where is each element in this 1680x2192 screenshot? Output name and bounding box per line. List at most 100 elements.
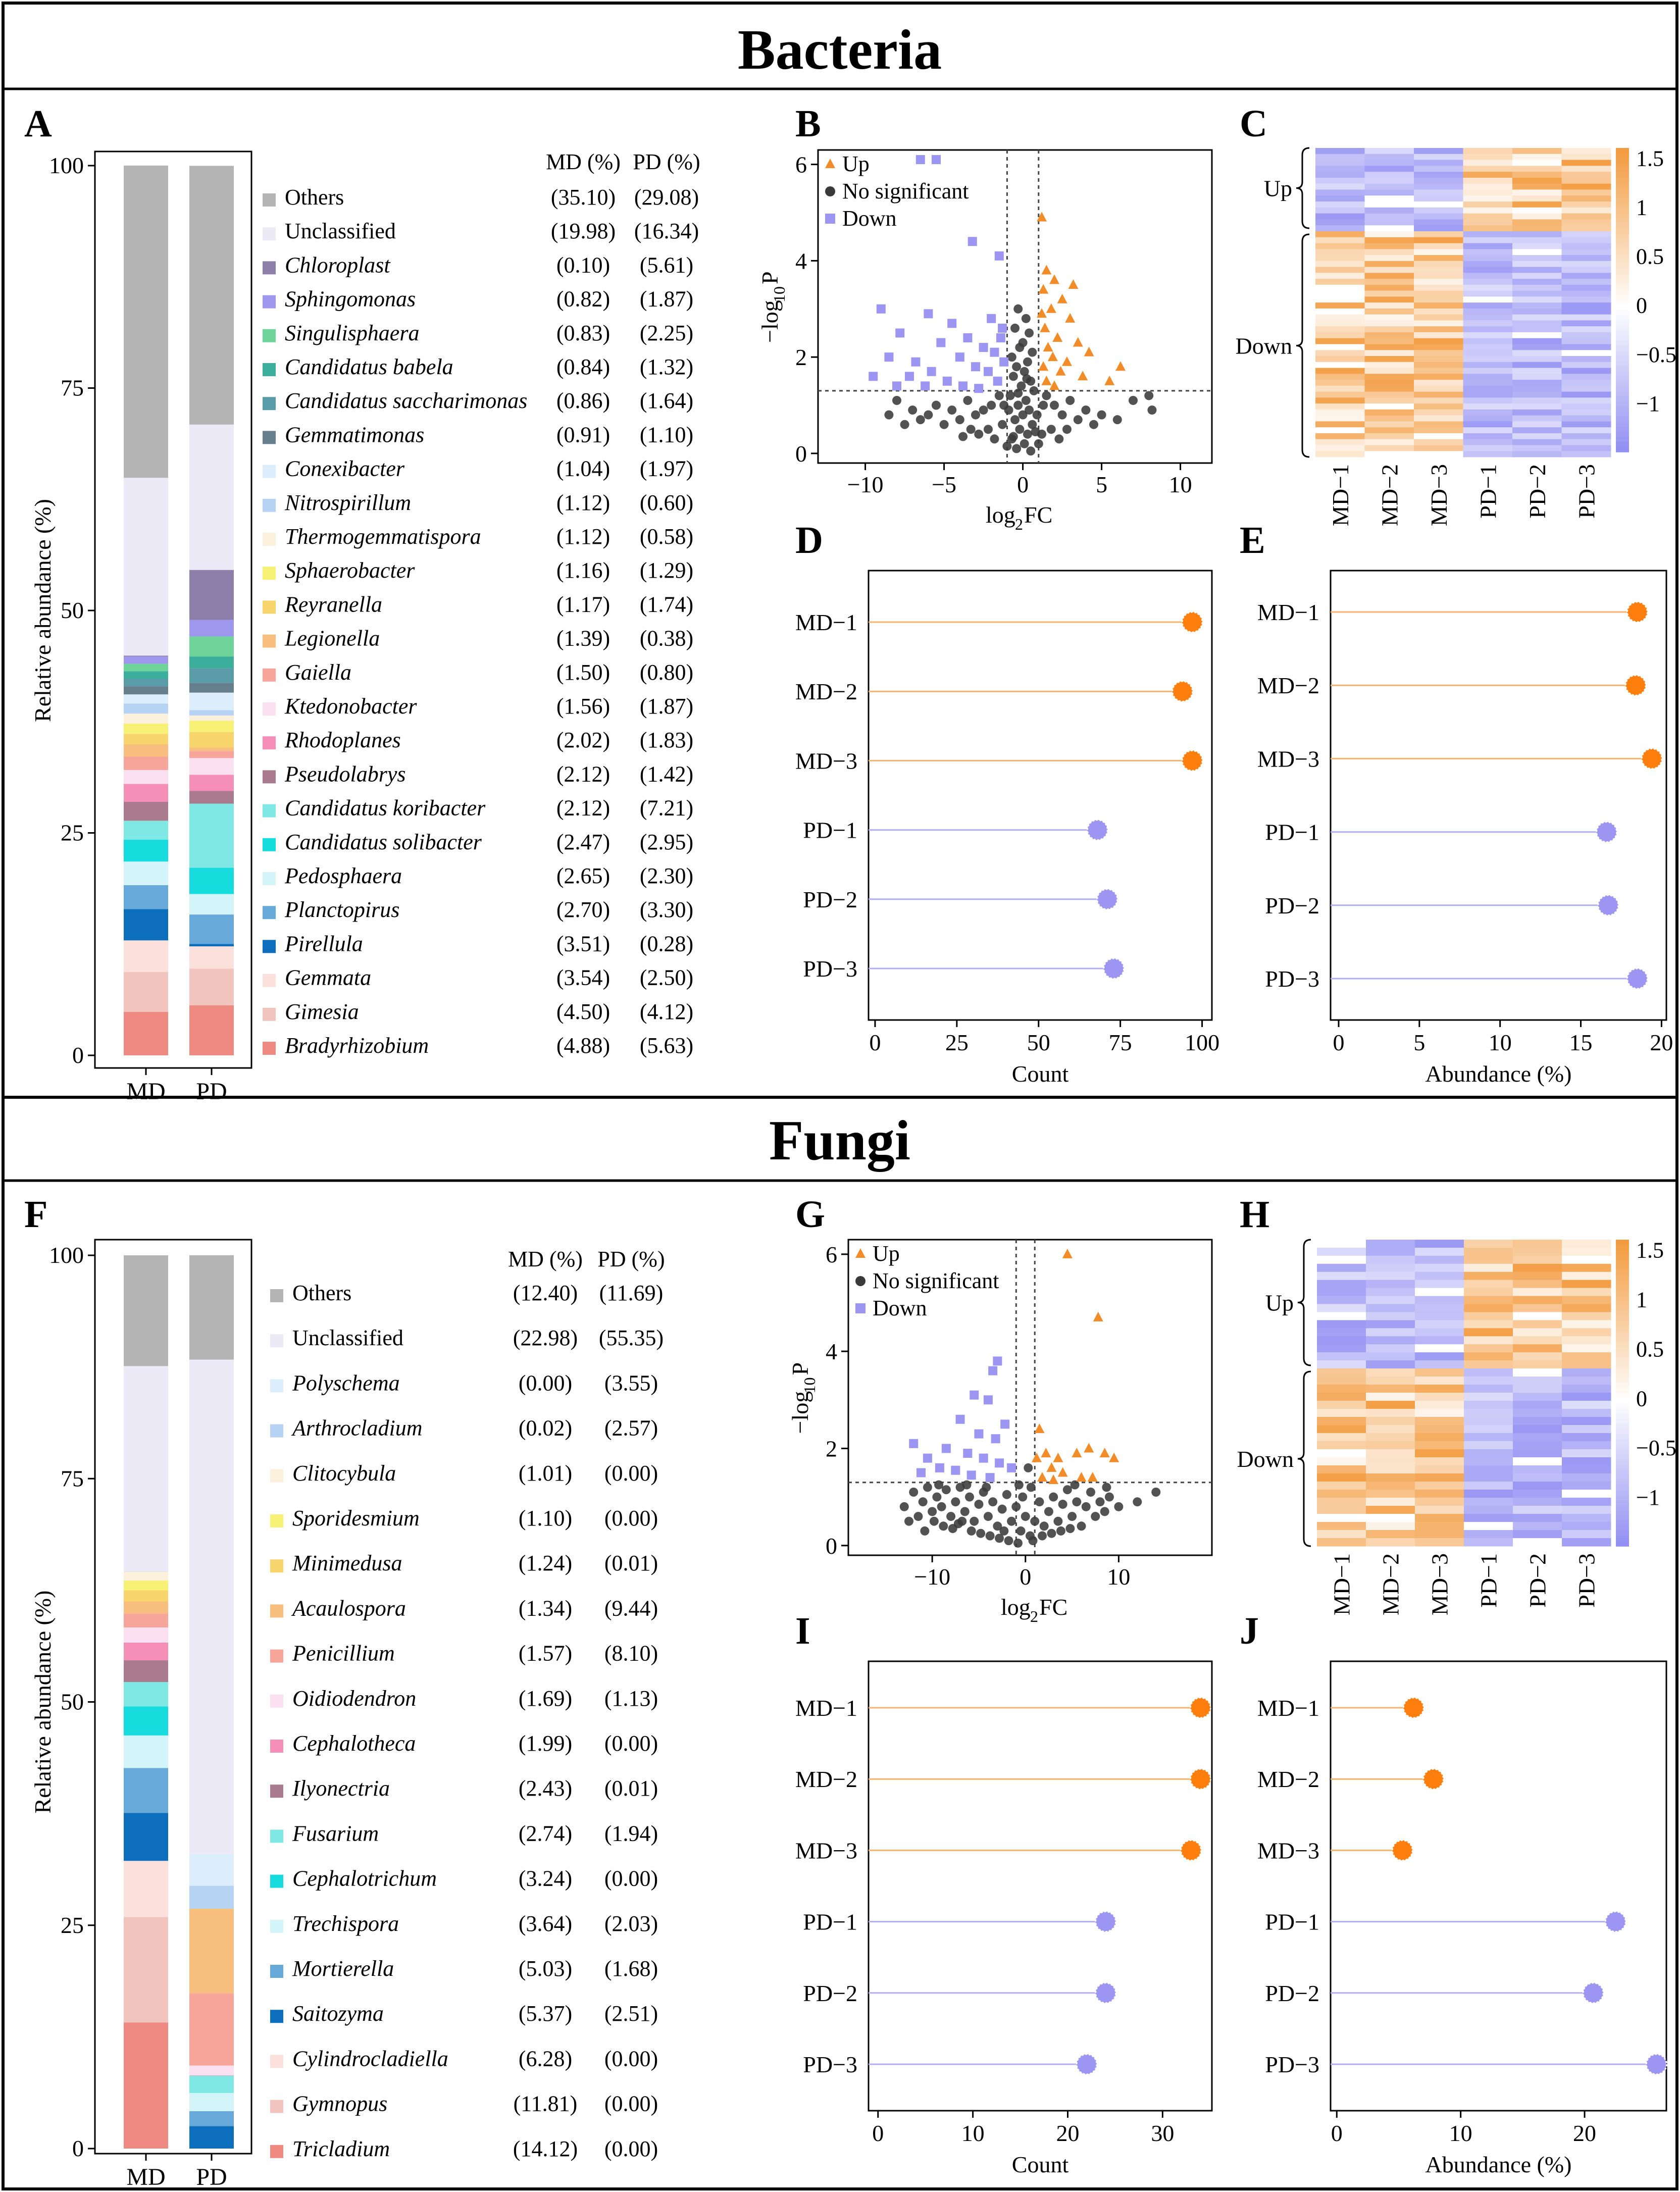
- heatmap-cell: [1317, 1449, 1366, 1458]
- bar-segment-md-unclassified: [124, 1366, 168, 1571]
- colorbar-step: [1616, 284, 1629, 290]
- lollipop-dot: [1626, 967, 1648, 990]
- heatmap-cell: [1561, 362, 1611, 369]
- heatmap-cell: [1315, 302, 1365, 309]
- point-up: [1109, 1452, 1119, 1462]
- heatmap-cell: [1512, 326, 1562, 333]
- heatmap-cell: [1512, 279, 1562, 285]
- heatmap-cell: [1562, 1417, 1611, 1425]
- lollipop-dot: [1076, 2053, 1098, 2075]
- y-category-label: MD−3: [795, 1838, 857, 1863]
- point-down: [993, 1356, 1002, 1366]
- table-pd-value: (0.80): [640, 660, 693, 685]
- point-ns: [1008, 372, 1018, 381]
- legend-swatch: [263, 567, 276, 580]
- heatmap-cell: [1463, 183, 1513, 190]
- bar-segment-pd-rhodoplanes: [189, 775, 234, 791]
- point-ns: [976, 1528, 986, 1538]
- y-axis-label-main: −log: [787, 1391, 813, 1434]
- table-pd-value: (0.60): [640, 490, 693, 515]
- heatmap-cell: [1414, 433, 1463, 440]
- point-ns: [1065, 1524, 1075, 1534]
- table-md-value: (1.57): [519, 1641, 572, 1666]
- point-ns: [1021, 396, 1031, 405]
- point-ns: [1097, 410, 1106, 420]
- heatmap-cell: [1364, 148, 1414, 155]
- heatmap-cell: [1464, 1288, 1513, 1297]
- heatmap-cell: [1561, 338, 1611, 344]
- bar-segment-md-pseudolabrys: [124, 802, 168, 821]
- heatmap-cell: [1315, 273, 1365, 279]
- y-tick-label: 25: [61, 1912, 84, 1938]
- colorbar-step: [1616, 366, 1629, 372]
- legend-label: Ktedonobacter: [284, 694, 417, 719]
- table-md-value: (1.17): [556, 592, 610, 617]
- heatmap-cell: [1464, 1401, 1513, 1409]
- heatmap-cell: [1464, 1433, 1513, 1442]
- heatmap-cell: [1513, 1360, 1562, 1369]
- heatmap-cell: [1561, 332, 1611, 339]
- bar-segment-md-sphingomonas: [124, 656, 168, 664]
- colorbar-step: [1616, 1275, 1629, 1281]
- heatmap-cell: [1364, 332, 1414, 339]
- point-ns: [1013, 304, 1023, 314]
- heatmap-cell: [1561, 148, 1611, 155]
- lollipop-dot: [1095, 1911, 1117, 1933]
- heatmap-cell: [1366, 1449, 1415, 1458]
- heatmap-cell: [1366, 1320, 1415, 1329]
- point-down: [942, 376, 952, 386]
- legend-swatch: [263, 940, 276, 953]
- heatmap-cell: [1513, 1538, 1562, 1547]
- legend-swatch: [270, 1965, 283, 1978]
- legend-label-up: Up: [842, 151, 870, 176]
- heatmap-cell: [1512, 166, 1562, 172]
- heatmap-cell: [1464, 1522, 1513, 1531]
- heatmap-cell: [1415, 1490, 1464, 1498]
- point-ns: [928, 1507, 937, 1516]
- y-tick-label: 0: [72, 1042, 84, 1068]
- heatmap-cell: [1562, 1368, 1611, 1377]
- point-ns: [965, 1492, 974, 1502]
- legend-label-ns: No significant: [873, 1268, 999, 1293]
- table-pd-value: (29.08): [634, 185, 699, 210]
- heatmap-cell: [1561, 451, 1611, 457]
- panel-h-heatmap: Up Down MD−1 MD−2 MD−3 PD−1 PD−2 PD−3 1.5 1 0.5 0 −0…: [1237, 1238, 1676, 1615]
- colorbar-tick-label: −1: [1636, 391, 1660, 416]
- heatmap-cell: [1317, 1247, 1366, 1256]
- heatmap-cell: [1561, 391, 1611, 398]
- heatmap-cell: [1513, 1280, 1562, 1289]
- table-pd-value: (1.42): [640, 761, 693, 786]
- bar-segment-pd-reyranella: [189, 732, 234, 748]
- heatmap-cell: [1512, 207, 1562, 214]
- y-axis-label-main: −log: [757, 300, 783, 343]
- lollipop-dot: [1180, 1839, 1202, 1861]
- legend-label: Unclassified: [285, 219, 396, 243]
- colorbar-step: [1616, 406, 1629, 412]
- point-ns: [913, 1512, 923, 1521]
- x-tick-label: 75: [1109, 1030, 1132, 1055]
- point-down: [869, 372, 878, 381]
- point-ns: [997, 1504, 1007, 1514]
- heatmap-cell: [1512, 213, 1562, 220]
- x-axis-label: Count: [1012, 1061, 1069, 1087]
- legend-swatch: [270, 1874, 283, 1888]
- heatmap-cell: [1463, 195, 1513, 202]
- heatmap-cell: [1317, 1506, 1366, 1514]
- heatmap-cell: [1364, 296, 1414, 303]
- heatmap-cell: [1512, 433, 1562, 440]
- heatmap-cell: [1561, 326, 1611, 333]
- heatmap-cell: [1561, 195, 1611, 202]
- heatmap-cell: [1512, 380, 1562, 386]
- heatmap-cell: [1512, 296, 1562, 303]
- y-category-label: PD−1: [803, 1909, 857, 1935]
- table-md-value: (2.70): [556, 897, 610, 922]
- point-down: [915, 155, 925, 165]
- heatmap-cell: [1415, 1271, 1464, 1281]
- colorbar-tick-label: 0.5: [1636, 244, 1664, 269]
- heatmap-cell: [1463, 261, 1513, 268]
- heatmap-cell: [1513, 1240, 1562, 1248]
- table-pd-value: (1.83): [640, 728, 693, 752]
- bar-segment-md-mortierella: [124, 1768, 168, 1813]
- bar-segment-pd-mortierella: [189, 2111, 234, 2126]
- heatmap-cell: [1364, 267, 1414, 273]
